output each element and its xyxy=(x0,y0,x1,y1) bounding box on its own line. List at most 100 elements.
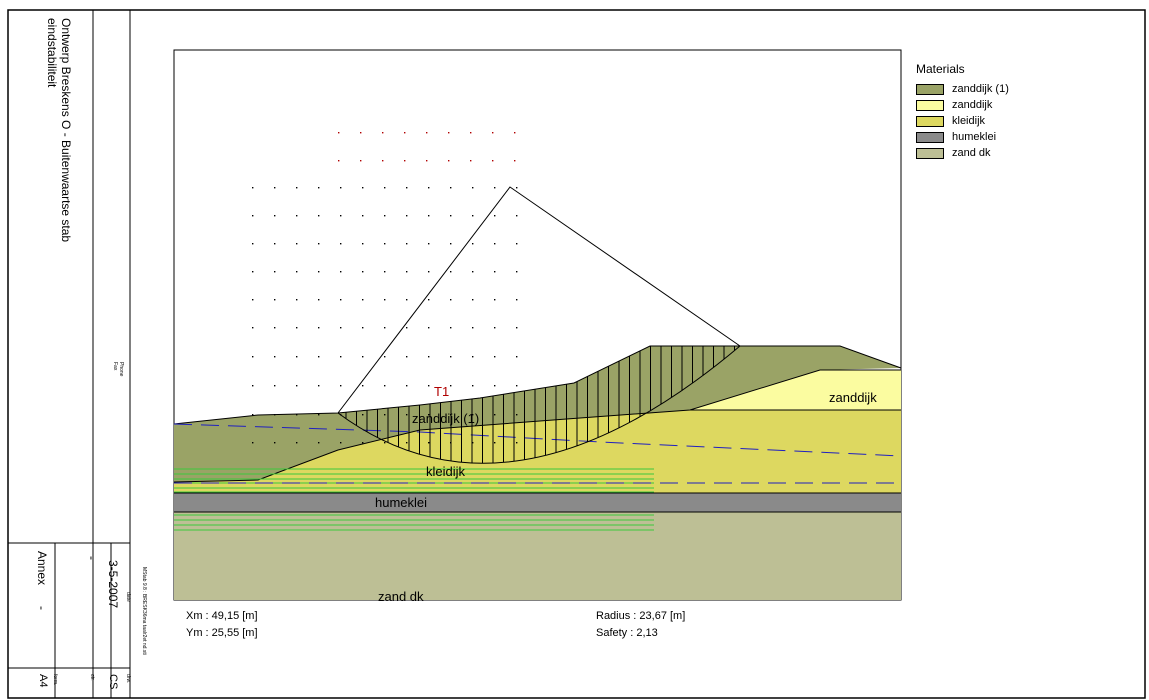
legend-label: zanddijk (1) xyxy=(952,83,1009,95)
label-zanddijk: zanddijk xyxy=(829,390,877,405)
grid-point xyxy=(472,414,474,416)
grid-point xyxy=(492,160,494,162)
grid-point xyxy=(406,414,408,416)
legend-label: kleidijk xyxy=(952,115,986,127)
grid-point xyxy=(428,187,430,189)
grid-point xyxy=(274,442,276,444)
grid-point xyxy=(516,414,518,416)
grid-point xyxy=(296,299,298,301)
legend-label: humeklei xyxy=(952,131,997,143)
grid-point xyxy=(448,132,450,134)
grid-point xyxy=(274,385,276,387)
grid-point xyxy=(274,356,276,358)
grid-point xyxy=(274,243,276,245)
grid-point xyxy=(494,243,496,245)
grid-point xyxy=(516,243,518,245)
grid-point xyxy=(360,132,362,134)
grid-point xyxy=(472,243,474,245)
legend-item: kleidijk xyxy=(916,113,1009,129)
grid-point xyxy=(296,385,298,387)
form-value: A4 xyxy=(37,674,49,687)
grid-point xyxy=(406,271,408,273)
grid-point xyxy=(318,187,320,189)
grid-point xyxy=(492,132,494,134)
result-ym: Ym : 25,55 [m] xyxy=(186,627,258,639)
legend-swatch xyxy=(916,147,944,159)
grid-point xyxy=(338,132,340,134)
grid-point xyxy=(426,132,428,134)
cross-section: zanddijk zanddijk (1) kleidijk humeklei … xyxy=(173,49,902,604)
label-t1: T1 xyxy=(434,384,449,399)
grid-point xyxy=(472,271,474,273)
grid-point xyxy=(362,243,364,245)
grid-point xyxy=(318,271,320,273)
grid-point xyxy=(472,442,474,444)
grid-point xyxy=(362,187,364,189)
geotextile-lines xyxy=(174,468,654,531)
legend-item: zanddijk xyxy=(916,97,1009,113)
grid-point xyxy=(516,271,518,273)
grid-point xyxy=(274,271,276,273)
fax-label: Fax xyxy=(112,362,118,371)
grid-point xyxy=(318,327,320,329)
grid-point xyxy=(252,243,254,245)
grid-point xyxy=(384,356,386,358)
grid-point xyxy=(384,187,386,189)
grid-point xyxy=(428,271,430,273)
annex-label: Annex xyxy=(35,551,49,585)
grid-point xyxy=(318,414,320,416)
grid-point xyxy=(362,271,364,273)
title-block: Ontwerp Breskens O - Buitenwaartse stab … xyxy=(8,10,147,698)
grid-point xyxy=(296,215,298,217)
grid-point xyxy=(296,356,298,358)
grid-point xyxy=(472,187,474,189)
grid-point xyxy=(340,215,342,217)
grid-point xyxy=(516,385,518,387)
grid-point xyxy=(340,187,342,189)
result-radius: Radius : 23,67 [m] xyxy=(596,610,686,622)
legend-swatch xyxy=(916,115,944,127)
grid-point xyxy=(362,299,364,301)
date-label: date xyxy=(125,592,131,602)
grid-point xyxy=(450,243,452,245)
grid-point xyxy=(296,243,298,245)
legend-label: zand dk xyxy=(952,147,991,159)
grid-point xyxy=(318,356,320,358)
grid-point xyxy=(252,414,254,416)
grid-point xyxy=(450,327,452,329)
grid-point xyxy=(252,215,254,217)
grid-point xyxy=(384,271,386,273)
sheet-border xyxy=(7,9,1146,699)
grid-point xyxy=(494,327,496,329)
file-info: MStab 9.8 : BRESK36ma taalr2et nd.sti xyxy=(141,567,147,655)
grid-point xyxy=(252,356,254,358)
grid-point xyxy=(472,215,474,217)
boundary-line-1 xyxy=(173,369,901,483)
grid-point xyxy=(406,187,408,189)
layer-kleidijk xyxy=(174,410,901,493)
grid-point xyxy=(406,299,408,301)
materials-legend: Materials zanddijk (1) zanddijk kleidijk… xyxy=(916,62,1009,161)
grid-point xyxy=(472,327,474,329)
grid-point xyxy=(296,271,298,273)
drw-value: CS xyxy=(107,674,119,689)
grid-point xyxy=(450,385,452,387)
grid-point xyxy=(340,271,342,273)
grid-point xyxy=(426,160,428,162)
grid-point xyxy=(318,243,320,245)
drawing-title: Ontwerp Breskens O - Buitenwaartse stab xyxy=(59,18,73,242)
label-kleidijk: kleidijk xyxy=(426,464,466,479)
grid-point xyxy=(472,299,474,301)
grid-point xyxy=(340,442,342,444)
grid-point xyxy=(338,160,340,162)
grid-point xyxy=(362,442,364,444)
grid-point xyxy=(340,299,342,301)
grid-point xyxy=(340,327,342,329)
grid-point xyxy=(318,299,320,301)
grid-point xyxy=(296,187,298,189)
grid-point xyxy=(274,215,276,217)
surface-line xyxy=(173,345,902,425)
grid-point xyxy=(252,299,254,301)
grid-point xyxy=(404,160,406,162)
legend-swatch xyxy=(916,131,944,143)
